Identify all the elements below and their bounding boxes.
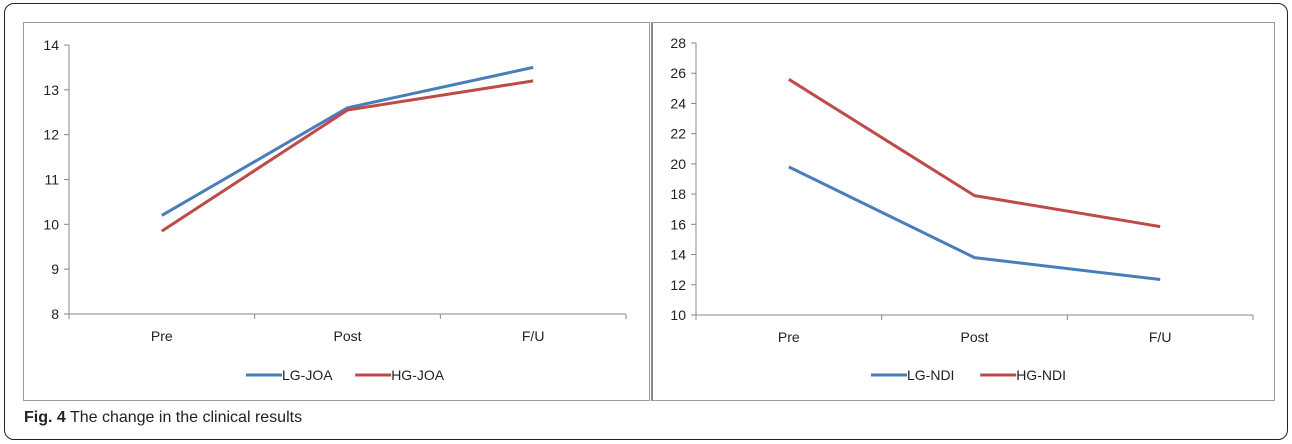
legend-label-lg-joa: LG-JOA — [282, 367, 333, 383]
series-line-hg-joa — [160, 79, 534, 233]
legend-label-hg-joa: HG-JOA — [391, 367, 445, 383]
y-tick-label: 28 — [670, 35, 686, 51]
y-tick-label: 12 — [670, 277, 686, 293]
y-tick-label: 20 — [670, 156, 686, 172]
y-tick-label: 10 — [670, 307, 686, 323]
y-tick-label: 14 — [670, 247, 686, 263]
ndi-line-chart: 10 12 14 16 18 20 22 24 26 28 Pre Post F/U LG-NDI HG-N… — [670, 35, 1254, 383]
series-line-hg-ndi — [788, 78, 1161, 229]
series-line-lg-ndi — [788, 165, 1161, 281]
y-tick-label: 9 — [51, 261, 59, 277]
joa-line-chart: 8 9 10 11 12 13 14 Pre Post F/U LG-JOA HG-JOA — [43, 37, 627, 383]
figure-caption-label: Fig. 4 — [24, 409, 66, 426]
y-tick-label: 8 — [51, 306, 59, 322]
x-tick-label: F/U — [522, 328, 545, 344]
y-tick-label: 11 — [44, 172, 59, 188]
figure-caption: Fig. 4 The change in the clinical result… — [24, 409, 302, 427]
y-tick-label: 12 — [43, 127, 59, 143]
y-tick-label: 13 — [43, 82, 59, 98]
chart-panel-ndi: 10 12 14 16 18 20 22 24 26 28 Pre Post F/U LG-NDI HG-N… — [651, 22, 1275, 401]
y-tick-label: 24 — [670, 95, 686, 111]
x-tick-label: F/U — [1149, 329, 1172, 345]
x-tick-label: Pre — [151, 328, 173, 344]
y-tick-label: 22 — [670, 126, 686, 142]
legend-label-hg-ndi: HG-NDI — [1016, 367, 1066, 383]
series-line-lg-joa — [161, 65, 534, 217]
y-tick-label: 14 — [43, 37, 59, 53]
y-tick-label: 16 — [670, 216, 686, 232]
y-tick-label: 10 — [43, 216, 59, 232]
figure-caption-text: The change in the clinical results — [69, 409, 303, 426]
legend-label-lg-ndi: LG-NDI — [907, 367, 954, 383]
y-tick-label: 18 — [670, 186, 686, 202]
y-tick-label: 26 — [670, 65, 686, 81]
chart-panel-joa: 8 9 10 11 12 13 14 Pre Post F/U LG-JOA HG-JOA — [23, 22, 650, 401]
x-tick-label: Post — [960, 329, 988, 345]
x-tick-label: Post — [333, 328, 361, 344]
x-tick-label: Pre — [778, 329, 800, 345]
